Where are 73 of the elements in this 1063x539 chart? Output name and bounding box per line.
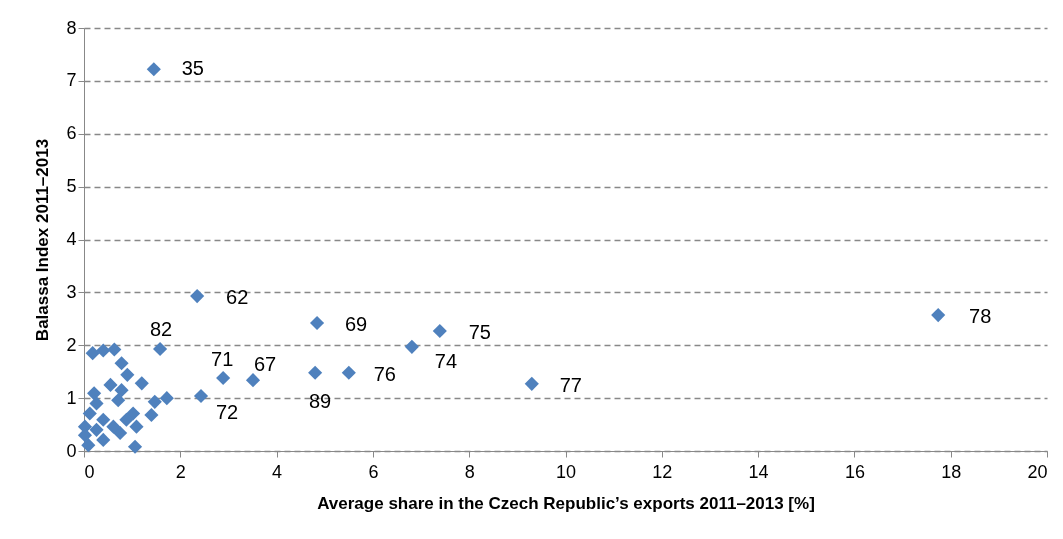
point bbox=[106, 419, 121, 434]
annotation: 89 bbox=[308, 389, 332, 412]
point bbox=[432, 323, 447, 339]
point bbox=[103, 377, 118, 392]
y-tick-label: 8 bbox=[66, 17, 77, 38]
annotation: 76 bbox=[373, 362, 396, 385]
x-tick-label: 12 bbox=[652, 461, 673, 482]
x-tick-label: 2 bbox=[175, 461, 186, 482]
x-tick-label: 10 bbox=[555, 461, 577, 482]
x-tick-label: 14 bbox=[748, 461, 769, 482]
point bbox=[96, 343, 111, 358]
point bbox=[129, 419, 144, 434]
annotation: 67 bbox=[253, 353, 277, 376]
point bbox=[96, 432, 111, 447]
y-axis-title: Balassa Index 2011–2013 bbox=[33, 138, 53, 342]
annotation: 35 bbox=[181, 57, 204, 80]
annotation: 78 bbox=[969, 305, 992, 328]
point bbox=[134, 376, 149, 391]
point bbox=[144, 407, 159, 423]
annotation: 82 bbox=[149, 317, 173, 340]
point bbox=[87, 386, 102, 401]
point bbox=[114, 383, 129, 398]
x-tick-label: 18 bbox=[941, 461, 962, 482]
point bbox=[308, 365, 323, 380]
x-tick-label: 8 bbox=[464, 461, 475, 482]
point bbox=[127, 439, 143, 454]
point bbox=[147, 394, 162, 409]
point bbox=[113, 425, 128, 441]
annotation: 75 bbox=[468, 320, 491, 343]
point bbox=[404, 339, 419, 354]
y-tick-label: 5 bbox=[66, 176, 77, 197]
x-tick-label: 16 bbox=[844, 461, 865, 482]
point bbox=[245, 373, 261, 388]
y-tick-label: 2 bbox=[66, 334, 77, 355]
x-tick-label: 6 bbox=[368, 461, 379, 482]
annotation: 72 bbox=[215, 401, 239, 424]
annotation: 69 bbox=[344, 313, 368, 336]
x-tick-label: 20 bbox=[1027, 461, 1048, 482]
x-axis-title: Average share in the Czech Republic’s exports 2011–2013 [%] bbox=[317, 493, 815, 513]
point bbox=[193, 388, 209, 404]
point bbox=[120, 367, 135, 382]
y-tick-label: 6 bbox=[66, 123, 77, 144]
y-tick-label: 3 bbox=[66, 281, 77, 302]
y-tick-label: 4 bbox=[66, 229, 77, 249]
y-tick-label: 0 bbox=[66, 440, 77, 461]
point bbox=[82, 406, 97, 421]
point bbox=[153, 341, 168, 357]
x-tick-label: 4 bbox=[272, 461, 283, 482]
annotation: 74 bbox=[434, 349, 458, 372]
point bbox=[524, 376, 539, 391]
point bbox=[111, 393, 126, 408]
point bbox=[341, 365, 356, 380]
point bbox=[89, 396, 104, 411]
x-tick-label: 0 bbox=[84, 461, 95, 482]
y-tick-label: 7 bbox=[66, 70, 77, 91]
annotation: 71 bbox=[211, 348, 234, 371]
annotation: 77 bbox=[559, 373, 582, 396]
point bbox=[107, 342, 122, 357]
point bbox=[216, 370, 231, 386]
point bbox=[931, 308, 946, 323]
point bbox=[146, 62, 161, 77]
point bbox=[119, 412, 134, 427]
point bbox=[85, 346, 100, 361]
point bbox=[114, 356, 129, 371]
point bbox=[89, 422, 104, 437]
point bbox=[159, 391, 174, 406]
point bbox=[309, 315, 325, 331]
y-tick-label: 1 bbox=[66, 387, 77, 408]
point bbox=[126, 406, 141, 421]
point bbox=[190, 289, 205, 304]
annotation: 62 bbox=[226, 286, 249, 309]
point bbox=[81, 438, 96, 453]
point bbox=[96, 412, 111, 427]
